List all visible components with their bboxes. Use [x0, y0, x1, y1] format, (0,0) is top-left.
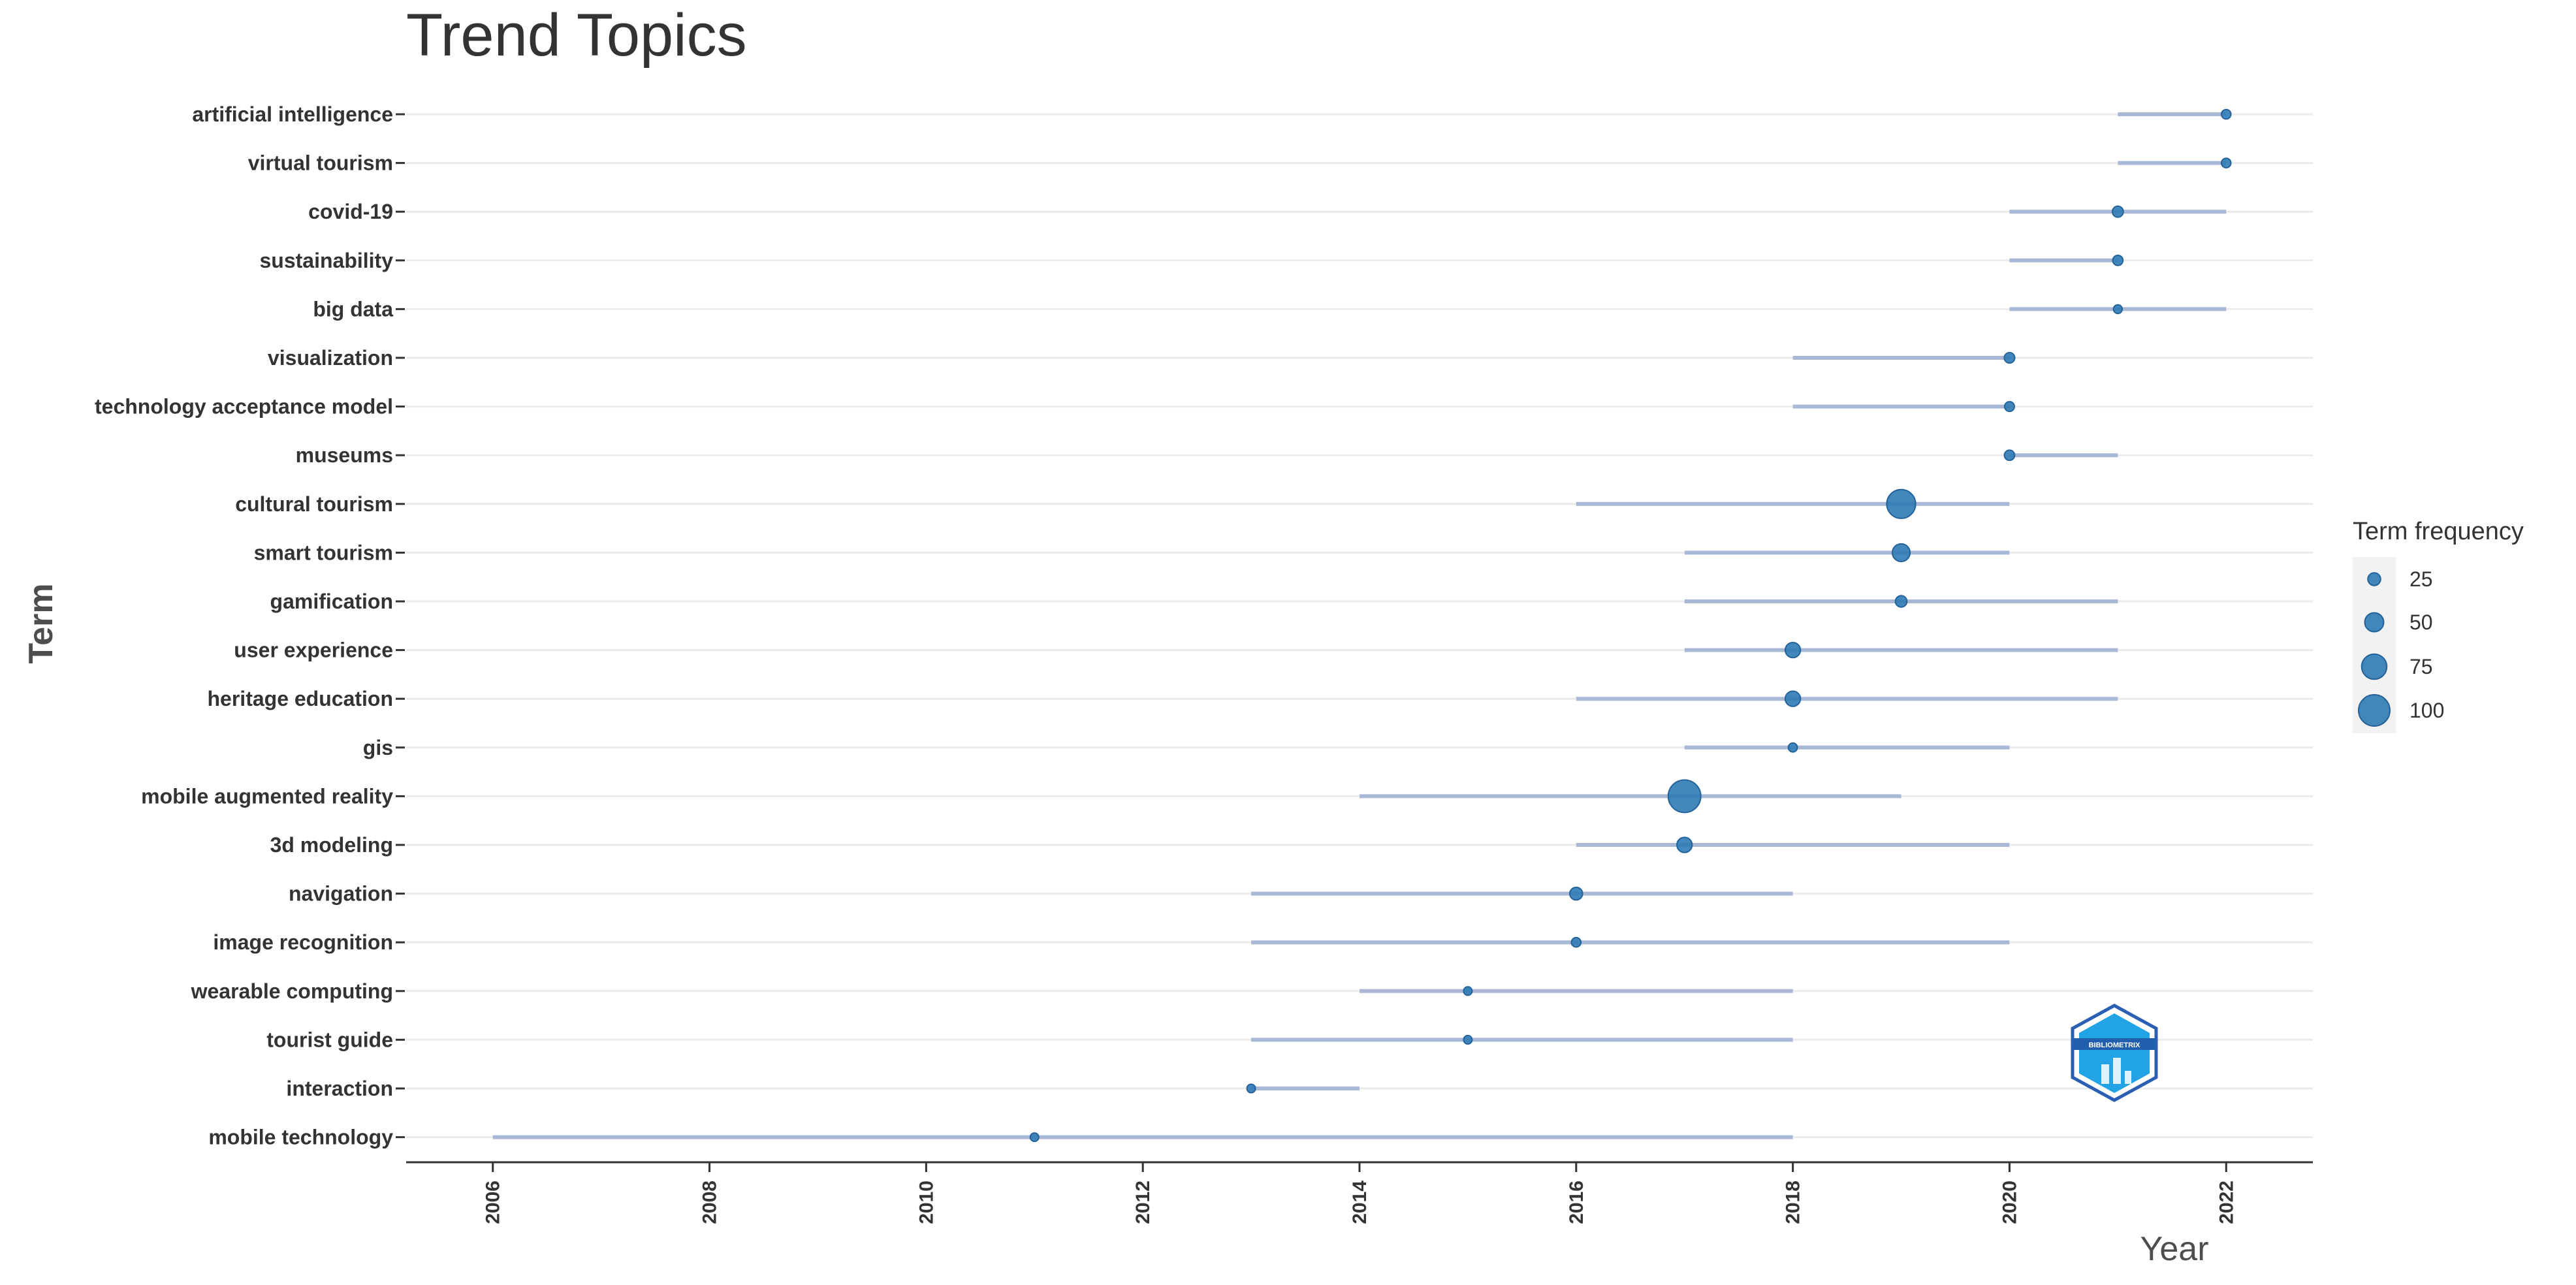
term-label: museums — [296, 443, 393, 467]
legend-key — [2364, 612, 2385, 633]
logo-hexagon-inner — [2079, 1013, 2150, 1093]
term-labels: artificial intelligence virtual tourism co… — [95, 103, 405, 1149]
x-tick-label: 2018 — [1783, 1181, 1804, 1224]
term-point — [1570, 936, 1582, 948]
term-point — [2003, 351, 2016, 364]
term-point — [1029, 1132, 1040, 1143]
x-axis-title: Year — [2140, 1230, 2208, 1268]
term-label: technology acceptance model — [95, 395, 393, 419]
gridlines — [406, 113, 2313, 1139]
term-point — [1787, 742, 1798, 753]
term-label: gis — [363, 736, 393, 759]
term-label: artificial intelligence — [192, 103, 393, 126]
term-point — [1463, 986, 1473, 996]
logo-chart-icon — [2101, 1058, 2131, 1084]
legend-key — [2361, 653, 2388, 680]
x-tick-label: 2016 — [1566, 1181, 1587, 1224]
term-point — [1463, 1034, 1473, 1045]
term-label: mobile technology — [208, 1126, 393, 1149]
term-point — [2003, 401, 2015, 413]
logo-text: BIBLIOMETRIX — [2089, 1041, 2140, 1049]
term-point — [2112, 254, 2124, 266]
term-point — [2003, 449, 2016, 462]
legend-label: 25 — [2409, 567, 2433, 591]
x-tick-label: 2012 — [1132, 1181, 1154, 1224]
term-point — [1246, 1083, 1256, 1094]
term-label: tourist guide — [266, 1028, 393, 1051]
term-point — [1667, 779, 1702, 814]
term-label: smart tourism — [254, 541, 393, 564]
term-label: wearable computing — [191, 979, 393, 1003]
term-point — [2112, 304, 2123, 315]
x-tick-label: 2014 — [1349, 1181, 1371, 1224]
term-point — [1886, 488, 1916, 519]
size-legend: Term frequency 25 50 75 100 — [2353, 518, 2524, 733]
legend-label: 50 — [2409, 611, 2433, 634]
term-label: heritage education — [208, 687, 394, 710]
term-label: 3d modeling — [270, 833, 393, 857]
chart-title: Trend Topics — [406, 2, 747, 69]
term-point — [1891, 543, 1911, 562]
term-segments — [492, 112, 2227, 1139]
term-point — [1569, 886, 1583, 901]
term-point — [1784, 690, 1802, 707]
term-label: covid-19 — [308, 200, 393, 223]
bibliometrix-logo: BIBLIOMETRIX — [2071, 1004, 2158, 1102]
x-tick-label: 2022 — [2216, 1181, 2237, 1224]
x-tick-label: 2006 — [483, 1181, 504, 1224]
term-point — [2111, 205, 2124, 218]
term-label: sustainability — [260, 249, 394, 272]
x-axis-ticks: 2006 2008 2010 2012 2014 2016 2018 2020 2022 — [483, 1162, 2237, 1224]
x-tick-label: 2010 — [915, 1181, 937, 1224]
term-label: user experience — [234, 639, 393, 662]
legend-label: 100 — [2409, 699, 2444, 722]
legend-label: 75 — [2409, 655, 2433, 678]
term-points — [1029, 108, 2232, 1143]
legend-title: Term frequency — [2353, 518, 2524, 545]
term-label: visualization — [268, 346, 393, 370]
term-label: virtual tourism — [248, 151, 393, 175]
term-point — [1676, 836, 1693, 853]
y-axis-title: Term — [22, 583, 60, 663]
x-tick-label: 2020 — [1999, 1181, 2020, 1224]
legend-entries: 25 50 75 100 — [2358, 567, 2444, 727]
legend-key — [2367, 572, 2381, 586]
term-label: big data — [313, 297, 393, 321]
term-label: cultural tourism — [235, 492, 393, 516]
logo-banner — [2074, 1038, 2155, 1050]
legend-key — [2358, 694, 2391, 727]
term-point — [2220, 157, 2232, 168]
x-tick-label: 2008 — [699, 1181, 721, 1224]
term-label: gamification — [270, 590, 393, 613]
term-label: mobile augmented reality — [141, 784, 393, 808]
term-label: navigation — [289, 882, 393, 906]
term-point — [2220, 108, 2232, 120]
term-point — [1784, 641, 1802, 659]
term-point — [1894, 595, 1908, 608]
term-label: image recognition — [213, 930, 393, 954]
term-label: interaction — [286, 1077, 393, 1100]
